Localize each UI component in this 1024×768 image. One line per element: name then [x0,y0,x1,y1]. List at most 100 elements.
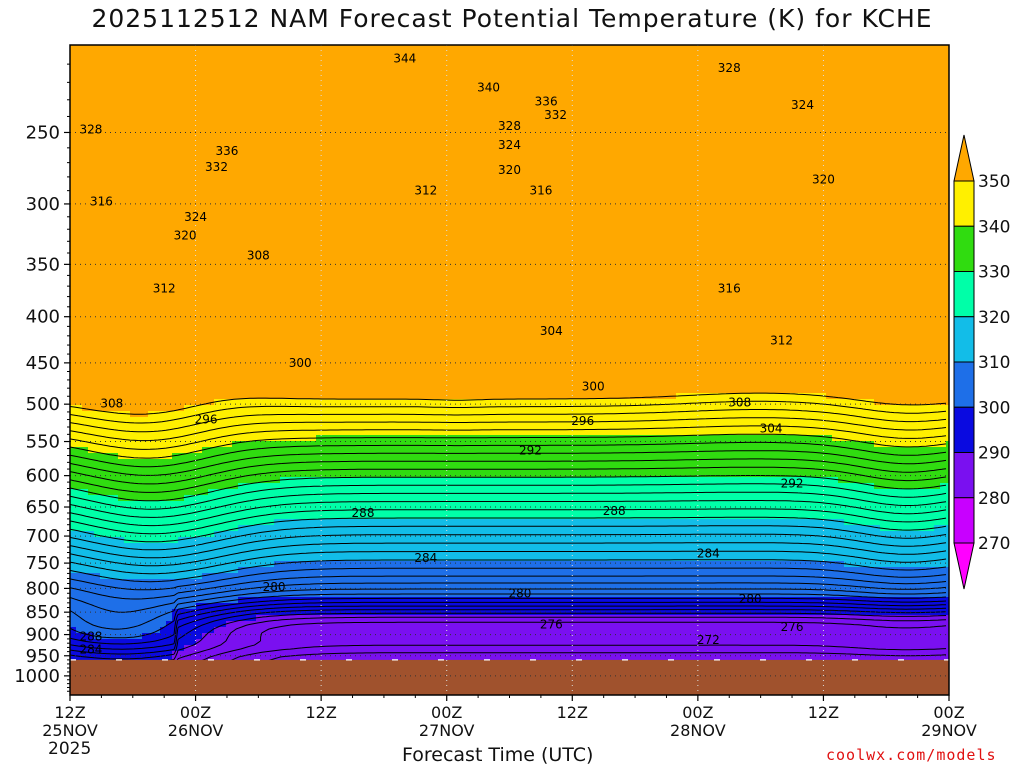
field-cell [160,513,166,519]
field-cell [304,261,310,267]
field-cell [190,219,196,225]
field-cell [238,159,244,165]
field-cell [214,117,220,123]
field-cell [142,105,148,111]
field-cell [214,345,220,351]
field-cell [232,645,238,651]
field-cell [220,159,226,165]
field-cell [166,573,172,579]
field-cell [166,435,172,441]
field-cell [328,345,334,351]
field-cell [334,513,340,519]
field-cell [304,195,310,201]
field-cell [286,321,292,327]
field-cell [334,495,340,501]
field-cell [118,135,124,141]
field-cell [304,87,310,93]
field-cell [88,459,94,465]
field-cell [100,135,106,141]
field-cell [94,639,100,645]
field-cell [190,207,196,213]
field-cell [172,81,178,87]
field-cell [316,207,322,213]
field-cell [172,63,178,69]
field-cell [214,99,220,105]
field-cell [250,267,256,273]
field-cell [268,357,274,363]
field-cell [88,447,94,453]
field-cell [208,543,214,549]
field-cell [256,591,262,597]
field-cell [88,597,94,603]
field-cell [136,537,142,543]
field-cell [280,423,286,429]
field-cell [316,177,322,183]
field-cell [76,81,82,87]
field-cell [274,183,280,189]
field-cell [94,495,100,501]
field-cell [286,231,292,237]
field-cell [190,429,196,435]
field-cell [280,261,286,267]
field-cell [328,369,334,375]
field-cell [142,501,148,507]
field-cell [220,267,226,273]
field-cell [298,591,304,597]
field-cell [316,297,322,303]
field-cell [268,297,274,303]
field-cell [328,243,334,249]
field-cell [322,69,328,75]
field-cell [280,399,286,405]
field-cell [154,147,160,153]
field-cell [154,87,160,93]
field-cell [304,501,310,507]
field-cell [88,123,94,129]
field-cell [166,555,172,561]
field-cell [292,147,298,153]
field-cell [214,441,220,447]
field-cell [106,57,112,63]
field-cell [106,285,112,291]
field-cell [292,225,298,231]
field-cell [70,207,76,213]
field-cell [298,555,304,561]
field-cell [166,159,172,165]
field-cell [136,321,142,327]
field-cell [154,111,160,117]
field-cell [334,255,340,261]
field-cell [112,183,118,189]
field-cell [316,333,322,339]
field-cell [94,225,100,231]
field-cell [124,243,130,249]
field-cell [100,615,106,621]
field-cell [316,423,322,429]
field-cell [172,381,178,387]
field-cell [310,159,316,165]
field-cell [70,573,76,579]
field-cell [148,375,154,381]
field-cell [310,585,316,591]
field-cell [250,369,256,375]
field-cell [142,603,148,609]
field-cell [232,195,238,201]
field-cell [292,255,298,261]
field-cell [214,225,220,231]
field-cell [184,633,190,639]
field-cell [118,489,124,495]
field-cell [70,45,76,51]
field-cell [328,87,334,93]
field-cell [124,615,130,621]
field-cell [310,135,316,141]
field-cell [304,123,310,129]
field-cell [160,69,166,75]
field-cell [292,339,298,345]
field-cell [232,591,238,597]
field-cell [202,453,208,459]
field-cell [148,417,154,423]
field-cell [196,123,202,129]
field-cell [124,303,130,309]
field-cell [196,261,202,267]
field-cell [280,273,286,279]
field-cell [220,273,226,279]
field-cell [184,75,190,81]
